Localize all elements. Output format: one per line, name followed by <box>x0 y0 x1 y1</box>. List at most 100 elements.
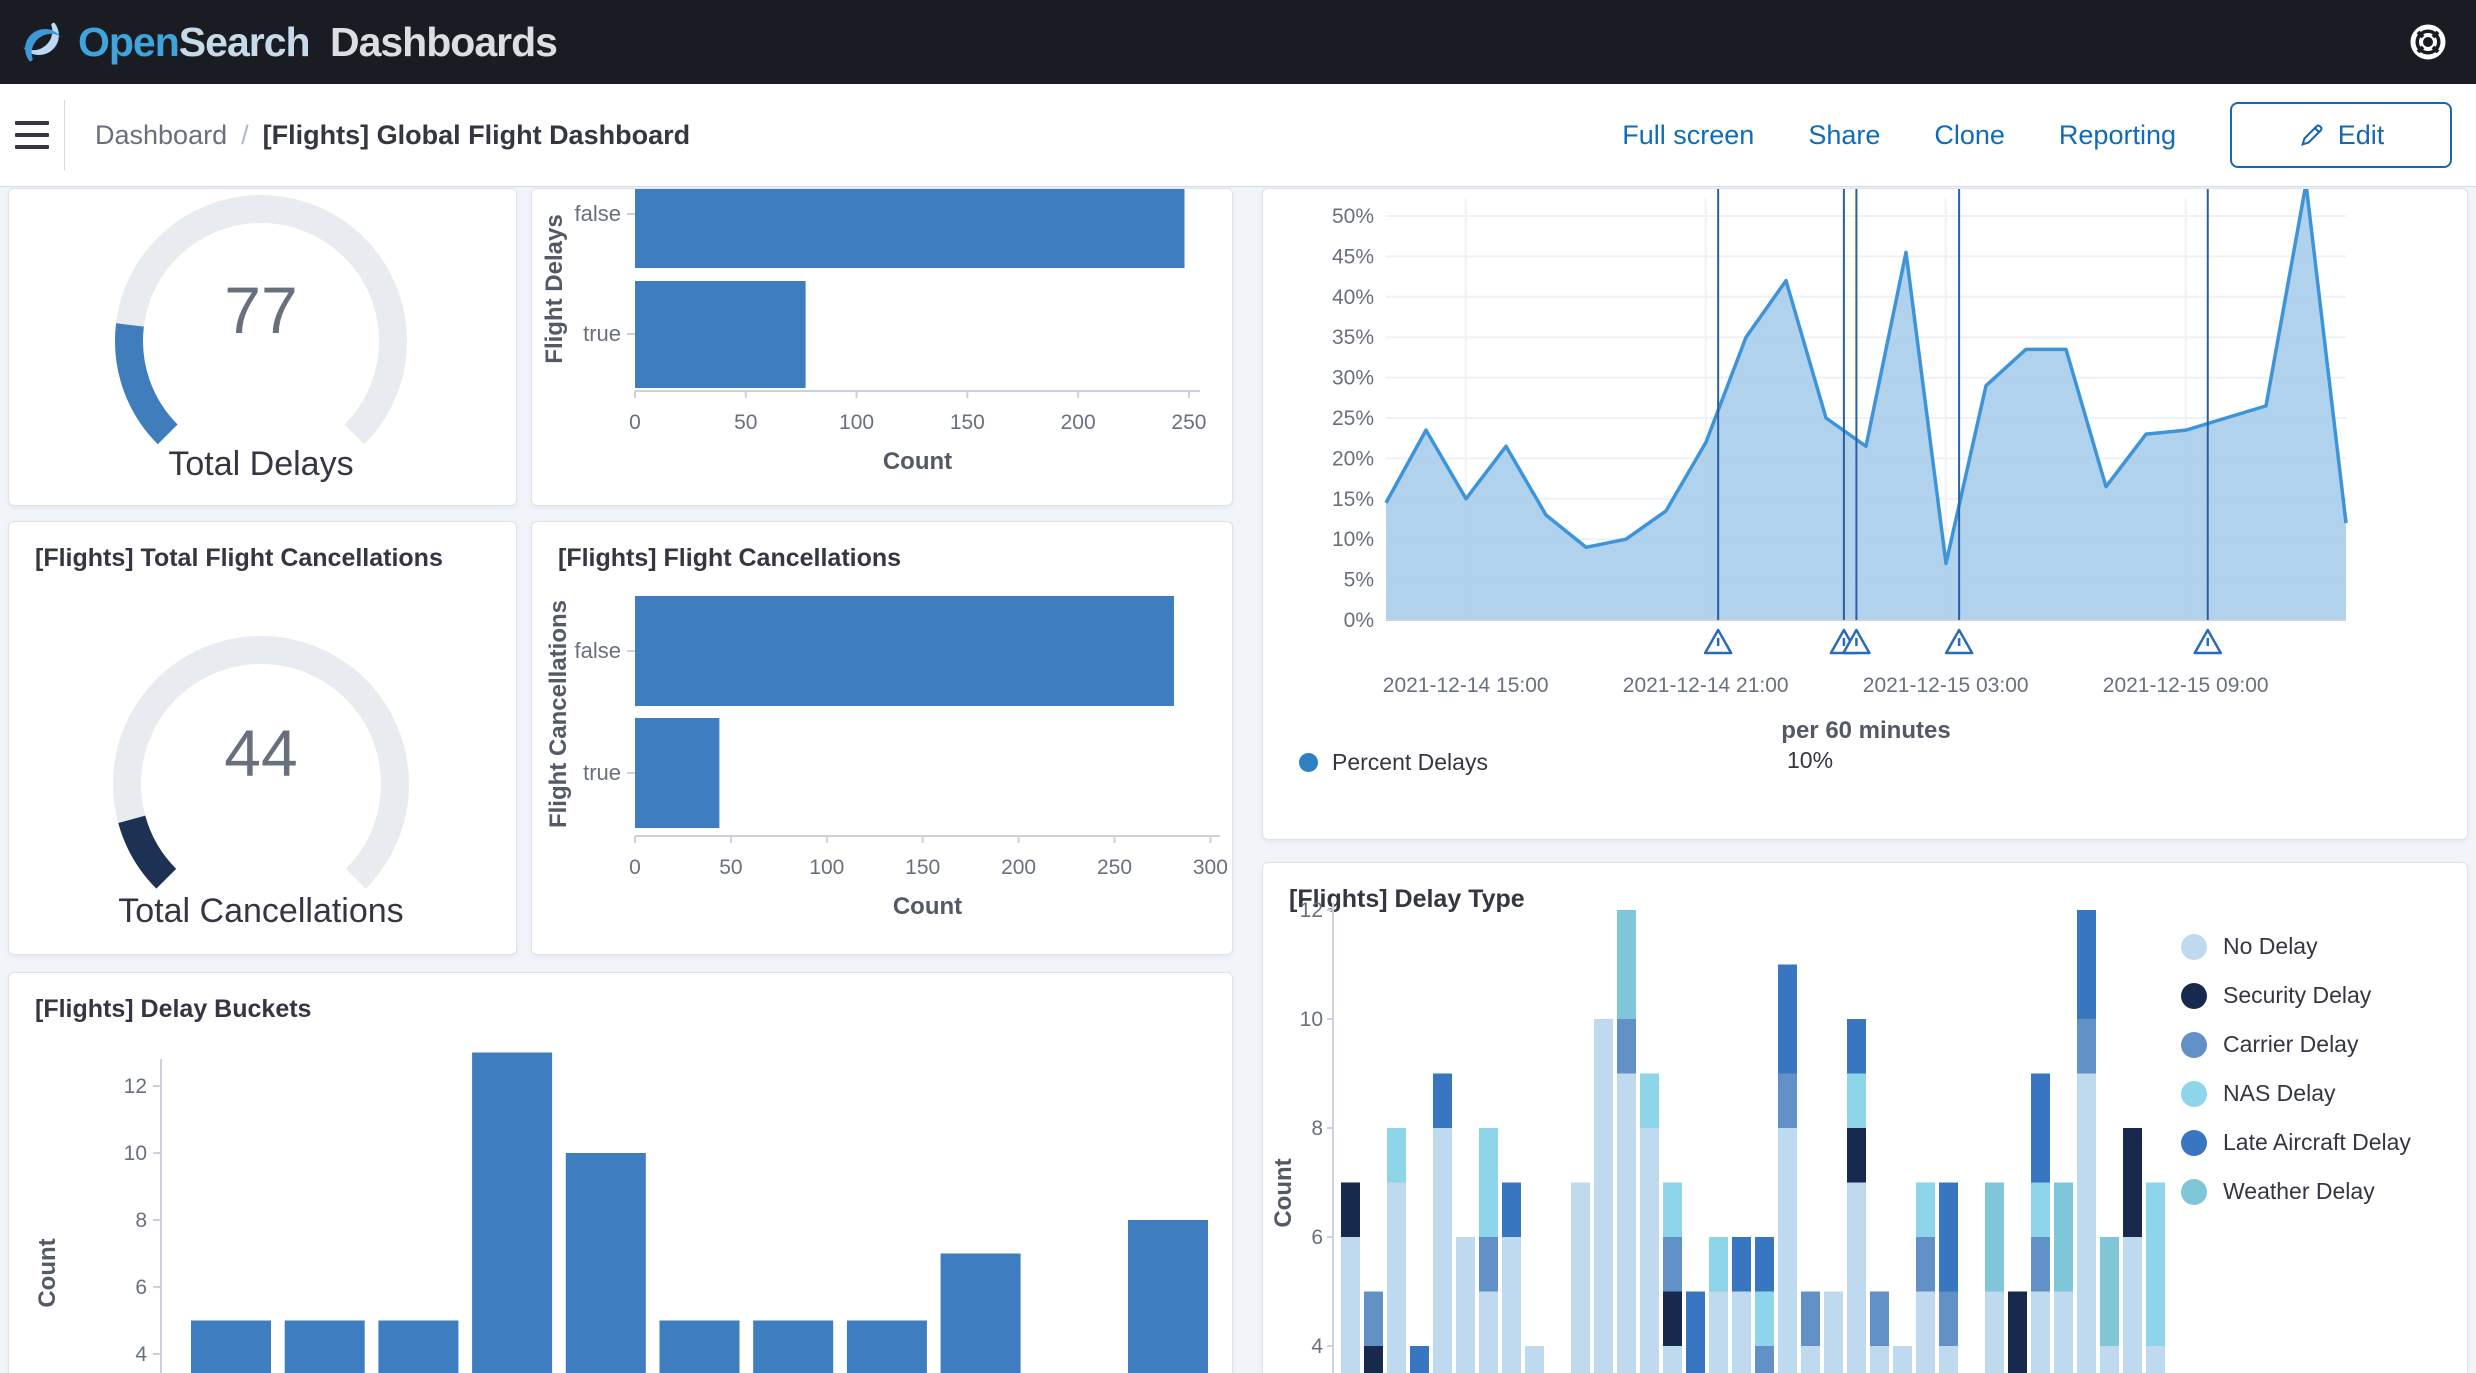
legend-label: Weather Delay <box>2223 1178 2375 1205</box>
svg-text:0: 0 <box>629 856 641 879</box>
svg-text:44: 44 <box>224 716 297 790</box>
svg-text:8: 8 <box>1311 1117 1323 1140</box>
legend-item-weather-delay[interactable]: Weather Delay <box>2181 1178 2411 1205</box>
percent-delays-legend-label: Percent Delays <box>1332 749 1488 776</box>
svg-text:2021-12-14 21:00: 2021-12-14 21:00 <box>1623 674 1789 697</box>
legend-label: Carrier Delay <box>2223 1031 2358 1058</box>
legend-item-security-delay[interactable]: Security Delay <box>2181 982 2411 1009</box>
svg-text:10: 10 <box>124 1142 147 1165</box>
svg-text:0: 0 <box>629 411 641 434</box>
svg-text:4: 4 <box>135 1343 147 1366</box>
svg-text:false: false <box>575 201 621 226</box>
logo-word-search: Search <box>179 19 310 65</box>
opensearch-logo[interactable]: OpenSearch Dashboards <box>16 16 557 68</box>
svg-text:50%: 50% <box>1332 205 1374 228</box>
svg-text:100: 100 <box>839 411 874 434</box>
svg-text:true: true <box>583 321 621 346</box>
svg-text:300: 300 <box>1193 856 1228 879</box>
legend-item-late-delay[interactable]: Late Aircraft Delay <box>2181 1129 2411 1156</box>
legend-dot <box>2181 1130 2207 1156</box>
edit-button-label: Edit <box>2338 120 2385 151</box>
svg-text:200: 200 <box>1001 856 1036 879</box>
svg-text:true: true <box>583 760 621 785</box>
svg-text:10: 10 <box>1300 1008 1323 1031</box>
percent-delays-legend-dot <box>1299 753 1318 772</box>
legend-dot <box>2181 983 2207 1009</box>
nav-divider <box>64 100 65 170</box>
svg-text:50: 50 <box>719 856 742 879</box>
svg-text:250: 250 <box>1171 411 1206 434</box>
svg-text:5%: 5% <box>1344 569 1374 592</box>
svg-text:4: 4 <box>1311 1335 1323 1358</box>
svg-text:45%: 45% <box>1332 245 1374 268</box>
menu-button[interactable] <box>0 84 64 186</box>
help-icon[interactable] <box>2408 22 2448 62</box>
svg-text:200: 200 <box>1061 411 1096 434</box>
clone-button[interactable]: Clone <box>1934 120 2005 151</box>
breadcrumb-dashboard-link[interactable]: Dashboard <box>95 120 227 151</box>
legend-item-carrier-delay[interactable]: Carrier Delay <box>2181 1031 2411 1058</box>
svg-text:40%: 40% <box>1332 286 1374 309</box>
svg-text:10%: 10% <box>1332 528 1374 551</box>
edit-button[interactable]: Edit <box>2230 102 2452 168</box>
breadcrumb: Dashboard / [Flights] Global Flight Dash… <box>95 120 690 151</box>
legend-item-no-delay[interactable]: No Delay <box>2181 933 2411 960</box>
svg-text:Total Cancellations: Total Cancellations <box>118 892 403 930</box>
panel-total-delays: 77 Total Delays <box>8 188 517 506</box>
svg-text:6: 6 <box>135 1276 147 1299</box>
full-screen-button[interactable]: Full screen <box>1622 120 1754 151</box>
legend-label: No Delay <box>2223 933 2318 960</box>
panel-percent-delays: 0%5%10%15%20%25%30%35%40%45%50%2021-12-1… <box>1262 188 2468 840</box>
legend-label: Security Delay <box>2223 982 2371 1009</box>
legend-dot <box>2181 1032 2207 1058</box>
total-cancellations-gauge[interactable]: 44 Total Cancellations <box>9 522 516 955</box>
svg-text:false: false <box>575 638 621 663</box>
svg-text:150: 150 <box>950 411 985 434</box>
legend-dot <box>2181 1081 2207 1107</box>
svg-text:12: 12 <box>124 1075 147 1098</box>
percent-delays-legend-value: 10% <box>1787 747 1833 774</box>
nav-actions: Full screen Share Clone Reporting Edit <box>1622 102 2452 168</box>
svg-text:12: 12 <box>1300 899 1323 922</box>
svg-text:Count: Count <box>893 893 962 920</box>
legend-label: Late Aircraft Delay <box>2223 1129 2411 1156</box>
area-legend[interactable]: Percent Delays 10% <box>1299 749 1488 776</box>
total-delays-gauge[interactable]: 77 Total Delays <box>9 189 516 506</box>
svg-text:Flight Delays: Flight Delays <box>541 214 568 363</box>
svg-text:Count: Count <box>1270 1158 1297 1227</box>
legend-dot <box>2181 1179 2207 1205</box>
svg-text:8: 8 <box>135 1209 147 1232</box>
svg-text:Count: Count <box>883 448 952 475</box>
svg-text:77: 77 <box>224 273 297 347</box>
svg-text:2021-12-15 03:00: 2021-12-15 03:00 <box>1863 674 2029 697</box>
logo-word-dashboards: Dashboards <box>330 19 557 65</box>
svg-text:25%: 25% <box>1332 407 1374 430</box>
legend-label: NAS Delay <box>2223 1080 2335 1107</box>
svg-text:150: 150 <box>905 856 940 879</box>
delay-buckets-bar-chart[interactable]: 4 6 8 10 12 Count <box>9 973 1232 1373</box>
breadcrumb-separator: / <box>241 120 249 151</box>
logo-word-open: Open <box>78 19 179 65</box>
top-navigation: Dashboard / [Flights] Global Flight Dash… <box>0 84 2476 187</box>
breadcrumb-current-page: [Flights] Global Flight Dashboard <box>263 120 690 151</box>
share-button[interactable]: Share <box>1808 120 1880 151</box>
svg-text:20%: 20% <box>1332 447 1374 470</box>
svg-text:35%: 35% <box>1332 326 1374 349</box>
legend-dot <box>2181 934 2207 960</box>
opensearch-logo-icon <box>16 16 68 68</box>
svg-text:Count: Count <box>34 1238 61 1307</box>
svg-text:30%: 30% <box>1332 367 1374 390</box>
percent-delays-area-chart[interactable]: 0%5%10%15%20%25%30%35%40%45%50%2021-12-1… <box>1263 189 2467 840</box>
global-header: OpenSearch Dashboards <box>0 0 2476 84</box>
svg-text:Total Delays: Total Delays <box>168 445 353 483</box>
svg-text:per 60 minutes: per 60 minutes <box>1781 717 1950 744</box>
legend-item-nas-delay[interactable]: NAS Delay <box>2181 1080 2411 1107</box>
reporting-button[interactable]: Reporting <box>2059 120 2176 151</box>
